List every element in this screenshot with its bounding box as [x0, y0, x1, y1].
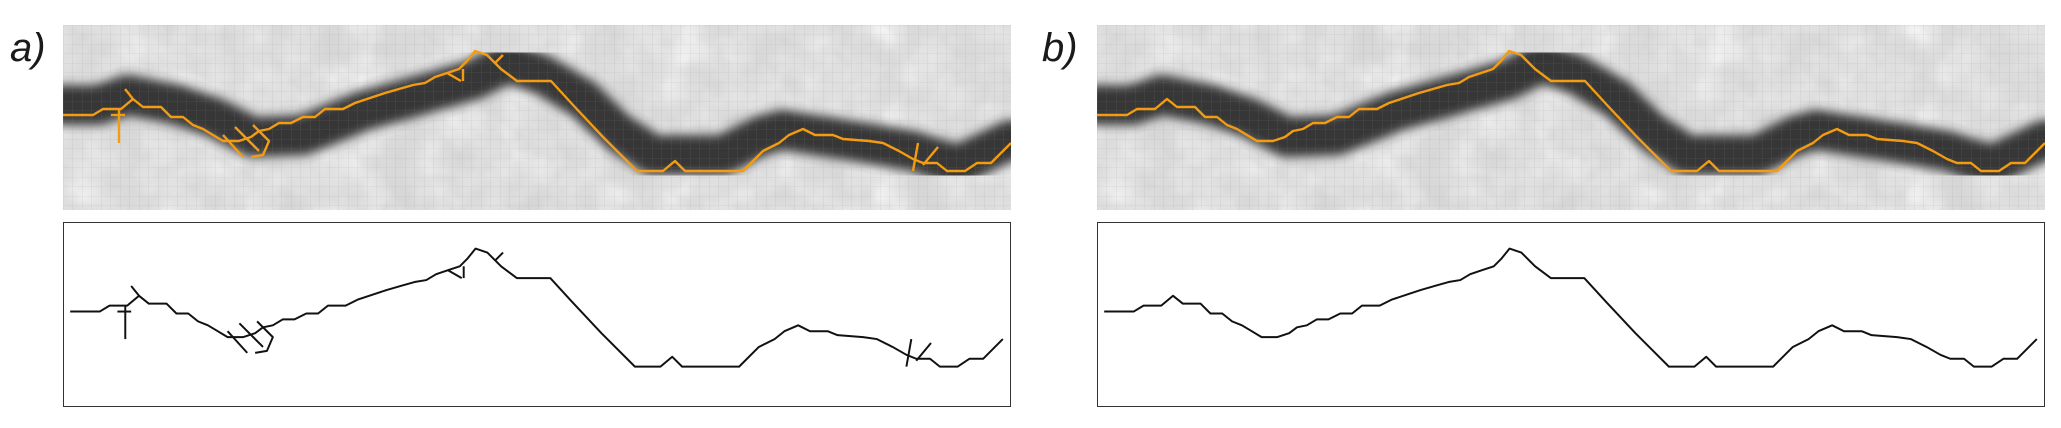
panel-a-pixel-grid: [63, 25, 1011, 210]
skeleton-segment: [250, 124, 271, 159]
skeleton-segment: [222, 134, 244, 158]
panel-a-skeleton-lines: [70, 247, 1004, 368]
panel-a-skeleton-overlay: [63, 49, 1011, 173]
skeleton-segment: [130, 285, 140, 297]
skeleton-segment: [226, 330, 248, 354]
skeleton-segment: [915, 342, 932, 362]
skeleton-segment: [447, 269, 463, 279]
panel-a-label: a): [10, 26, 46, 70]
skeleton-segment: [911, 142, 920, 172]
panel-b-skeleton-lines: [1104, 247, 2038, 368]
panel-b-pixel-grid: [1097, 25, 2045, 210]
skeleton-segment: [446, 71, 462, 83]
skeleton-segment: [1097, 49, 2045, 173]
panel-b-crack-image: [1097, 25, 2045, 210]
panel-b-skeleton-overlay: [1097, 49, 2045, 173]
panel-a-skeleton: [63, 222, 1011, 407]
skeleton-segment: [922, 146, 939, 166]
skeleton-segment: [124, 88, 134, 100]
panel-b-skeleton: [1097, 222, 2045, 407]
skeleton-segment: [70, 247, 1004, 368]
panel-b-label: b): [1042, 26, 1078, 70]
panel-a-crack-image: [63, 25, 1011, 210]
skeleton-segment: [63, 49, 1011, 173]
skeleton-segment: [1104, 247, 2038, 368]
skeleton-segment: [238, 322, 264, 348]
skeleton-segment: [494, 54, 504, 64]
skeleton-segment: [494, 251, 504, 262]
skeleton-segment: [234, 126, 260, 152]
skeleton-segment: [254, 320, 274, 354]
skeleton-segment: [905, 338, 913, 367]
